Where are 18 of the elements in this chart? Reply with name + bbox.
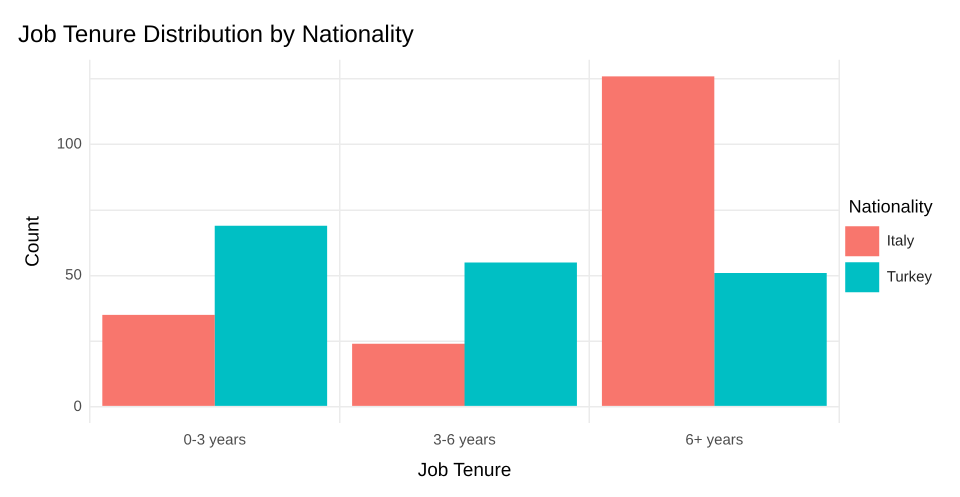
legend-label: Italy bbox=[886, 232, 915, 250]
bar bbox=[102, 314, 215, 406]
legend-label: Turkey bbox=[886, 268, 932, 286]
x-tick-label: 6+ years bbox=[685, 431, 744, 448]
legend-title: Nationality bbox=[848, 196, 933, 217]
y-tick-label: 100 bbox=[56, 136, 82, 153]
bar bbox=[714, 272, 827, 406]
y-tick-label: 0 bbox=[73, 398, 82, 415]
chart-title: Job Tenure Distribution by Nationality bbox=[18, 21, 414, 48]
x-axis-title: Job Tenure bbox=[418, 460, 512, 481]
bar bbox=[602, 76, 714, 406]
y-tick-label: 50 bbox=[65, 266, 82, 284]
y-axis-title: Count bbox=[22, 215, 44, 267]
x-tick-label: 3-6 years bbox=[433, 431, 496, 448]
bar bbox=[214, 226, 328, 406]
bar bbox=[352, 344, 465, 406]
x-tick-label: 0-3 years bbox=[183, 431, 246, 448]
bar bbox=[464, 262, 577, 406]
